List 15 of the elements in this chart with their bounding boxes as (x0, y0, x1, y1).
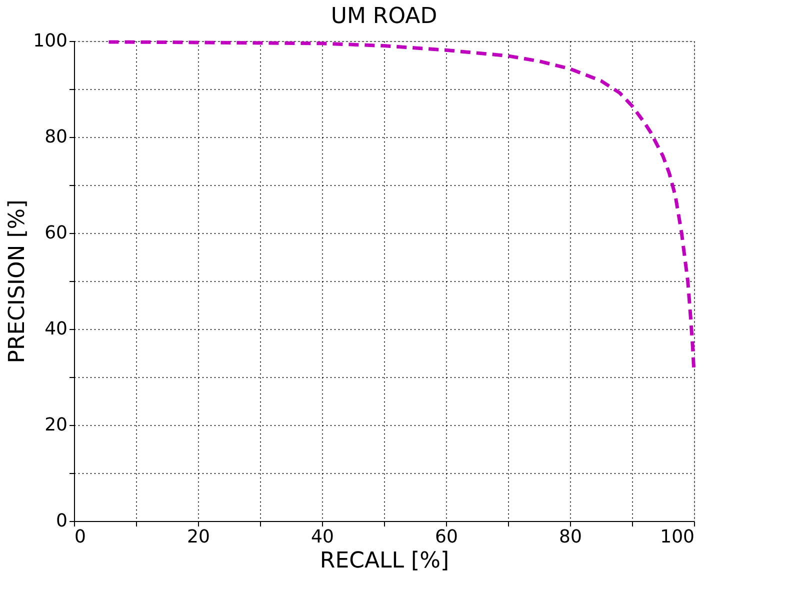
y-axis-title: PRECISION [%] (5, 200, 30, 364)
chart-title: UM ROAD (330, 4, 438, 29)
y-tick-label: 40 (44, 318, 68, 340)
y-tick-label: 20 (44, 414, 68, 436)
x-tick-label: 40 (311, 526, 334, 548)
x-tick-label: 20 (187, 526, 210, 548)
x-tick-label: 60 (435, 526, 458, 548)
x-tick-label: 0 (74, 526, 86, 548)
y-tick-label: 100 (33, 30, 68, 52)
y-tick-label: 0 (56, 510, 68, 532)
y-tick-label: 60 (44, 222, 68, 244)
x-tick-label: 100 (660, 526, 694, 548)
x-axis-title: RECALL [%] (320, 548, 450, 574)
x-tick-label: 80 (559, 526, 582, 548)
y-tick-label: 80 (44, 126, 68, 148)
